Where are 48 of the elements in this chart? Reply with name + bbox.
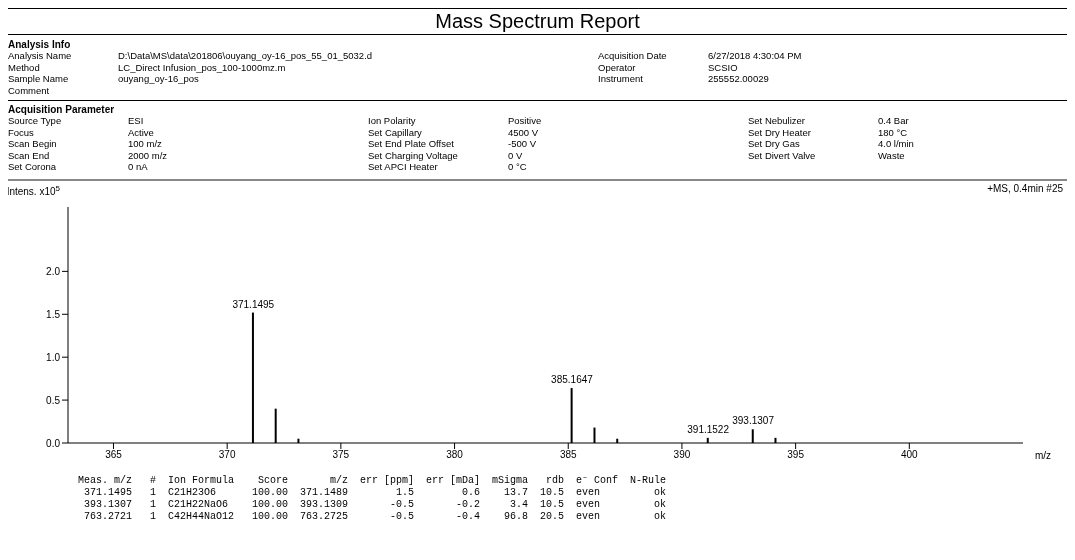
chart-title: Mass Spectrum Report bbox=[8, 8, 1067, 35]
text: Set End Plate Offset -500 V bbox=[368, 138, 536, 149]
text: 393.1307 1 C21H22NaO6 100.00 393.1309 -0.5 -0.2 3.4 10.5 even ok bbox=[83, 498, 668, 511]
text: 763.2721 1 C42H44NaO12 100.00 763.2725 -0.5 -0.4 96.8 20.5 even ok bbox=[83, 510, 668, 523]
text: Set Corona 0 nA bbox=[8, 161, 148, 172]
text: Acquisition Date 6/27/2018 4:30:04 PM bbox=[598, 50, 802, 61]
annotation: 391.1522 bbox=[687, 423, 730, 435]
y-axis-title: Intens. x10$^{5}$ bbox=[6, 183, 61, 197]
text: Set Divert Valve Waste bbox=[748, 149, 905, 161]
x-tick-label: 400 bbox=[900, 448, 919, 460]
text: Analysis Info bbox=[8, 39, 72, 50]
text: Set Dry Gas 4.0 l/min bbox=[748, 138, 914, 149]
text: Ion Polarity Positive bbox=[368, 115, 542, 126]
x-tick-label: 365 bbox=[105, 448, 123, 460]
text: Meas. m/z # Ion Formula Score m/z err [ppm] err [mDa] mSigma rdb e⁻ Conf N-Rule bbox=[78, 474, 668, 487]
text: Method LC_Direct Infusion_pos_100-1000mz.m bbox=[8, 61, 286, 73]
y-tick-label: 0.5 bbox=[46, 394, 61, 406]
text: Acquisition Parameter bbox=[8, 104, 116, 115]
x-axis-title: m/z bbox=[1034, 449, 1052, 461]
text: Sample Name ouyang_oy-16_pos bbox=[8, 73, 199, 84]
text: Set Charging Voltage 0 V bbox=[368, 149, 523, 161]
y-tick-label: 0.0 bbox=[46, 437, 61, 449]
x-tick-label: 370 bbox=[218, 448, 236, 460]
x-tick-label: 375 bbox=[332, 448, 350, 460]
x-tick-label: 385 bbox=[559, 448, 578, 460]
text: Set APCI Heater 0 °C bbox=[368, 161, 527, 172]
annotation: 371.1495 bbox=[232, 298, 275, 310]
text: Set Nebulizer 0.4 Bar bbox=[748, 115, 909, 126]
chart-subtitle: +MS, 0.4min #25 bbox=[987, 182, 1063, 194]
text: Instrument 255552.00029 bbox=[598, 73, 769, 84]
text: 371.1495 1 C21H23O6 100.00 371.1489 1.5 0.6 13.7 10.5 even ok bbox=[83, 486, 668, 499]
text: Set Dry Heater 180 °C bbox=[748, 126, 908, 138]
x-tick-label: 390 bbox=[673, 448, 691, 460]
text: Operator SCSIO bbox=[598, 61, 738, 73]
text: Scan Begin 100 m/z bbox=[8, 138, 162, 149]
text: Analysis Name D:\Data\MS\data\201806\ouyang_oy-16_pos_55_01_5032.d bbox=[8, 50, 373, 61]
text: Comment bbox=[8, 84, 51, 96]
x-tick-label: 395 bbox=[787, 448, 805, 460]
y-tick-label: 2.0 bbox=[46, 265, 61, 277]
y-tick-label: 1.5 bbox=[46, 308, 61, 320]
y-tick-label: 1.0 bbox=[46, 351, 61, 363]
x-tick-label: 380 bbox=[446, 448, 464, 460]
text: Scan End 2000 m/z bbox=[8, 149, 168, 161]
text: Set Capillary 4500 V bbox=[368, 126, 539, 138]
text: Focus Active bbox=[8, 126, 154, 138]
annotation: 385.1647 bbox=[551, 373, 594, 385]
annotation: 393.1307 bbox=[732, 414, 775, 426]
text: Source Type ESI bbox=[8, 115, 144, 126]
